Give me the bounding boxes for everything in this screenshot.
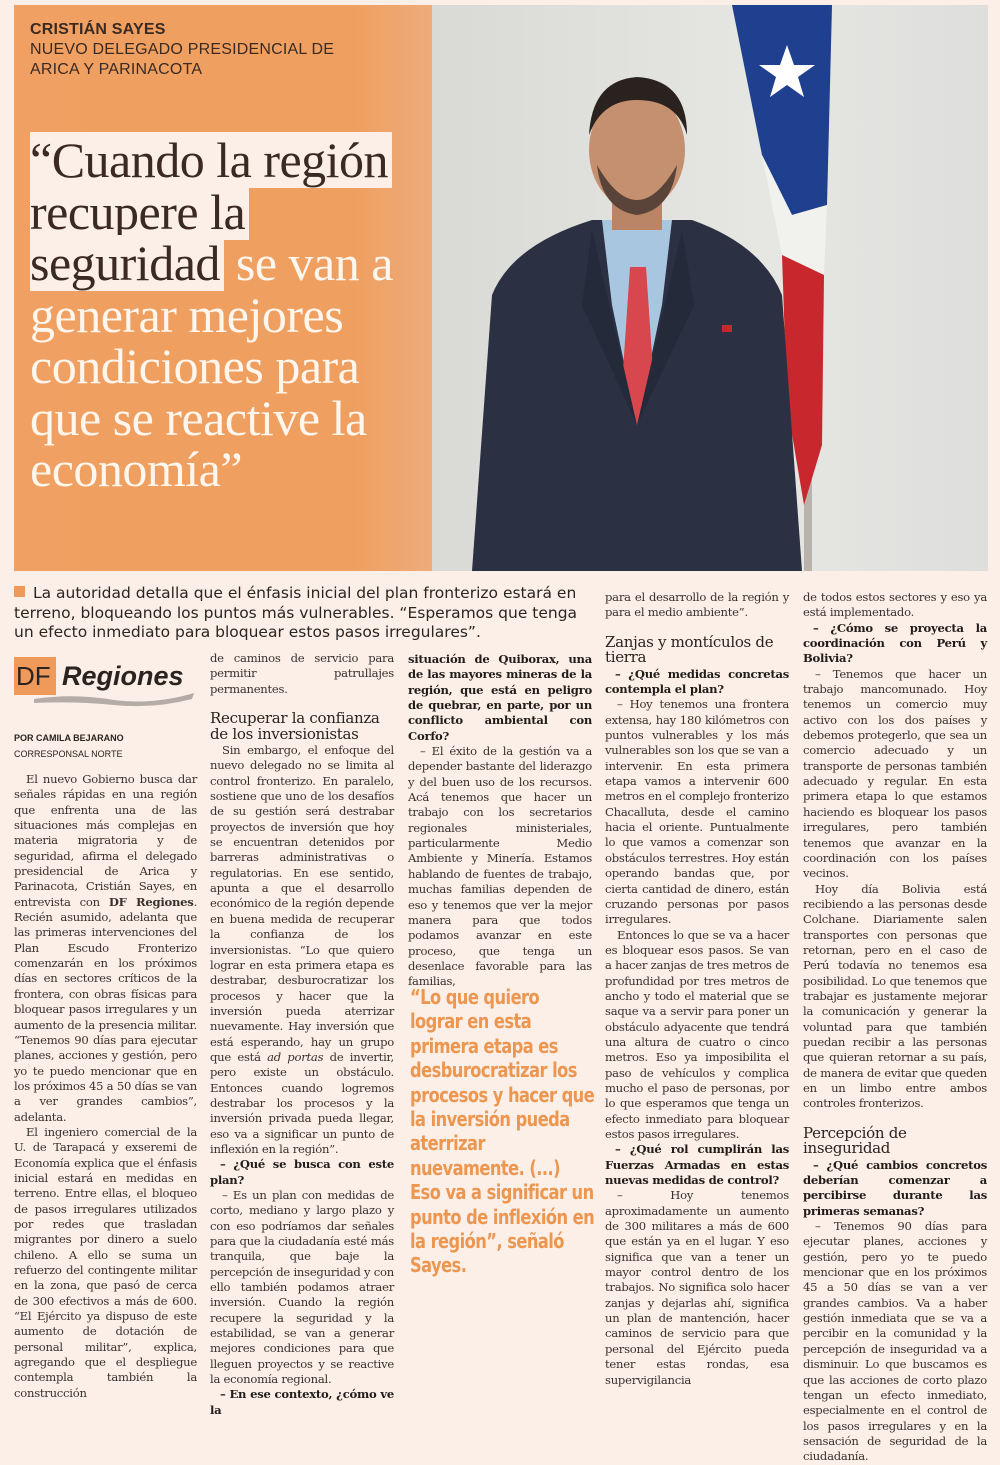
paragraph: – Es un plan con medidas de corto, media…	[210, 1188, 394, 1387]
chile-flag-icon	[732, 5, 832, 571]
interview-question: situación de Quiborax, una de las mayore…	[408, 652, 592, 744]
paragraph: – El éxito de la gestión va a depender b…	[408, 744, 592, 990]
article-column-5: de todos estos sectores y eso ya está im…	[803, 590, 987, 1465]
logo-regiones: Regiones	[62, 661, 184, 691]
interview-question: – ¿Cómo se proyecta la coordinación con …	[803, 621, 987, 667]
text-run: Hoy día Bolivia está recibiendo a las pe…	[803, 881, 987, 1111]
byline-title: CORRESPONSAL NORTE	[14, 749, 123, 759]
text-run: – Hoy tenemos aproximadamente un aumento…	[605, 1188, 789, 1387]
paragraph: El nuevo Gobierno busca dar señales rápi…	[14, 772, 197, 1125]
paragraph: Hoy día Bolivia está recibiendo a las pe…	[803, 882, 987, 1112]
text-run: para el desarrollo de la región y para e…	[605, 590, 789, 620]
pull-quote: “Lo que quiero lograr en esta primera et…	[410, 985, 595, 1278]
headline-rest: se van a generar mejores condiciones par…	[30, 235, 393, 497]
headline: “Cuando la región recupere la seguridad …	[30, 132, 430, 497]
subheading: Percepción de inseguridad	[803, 1123, 987, 1158]
bold-run: DF Regiones	[108, 894, 194, 909]
byline: POR CAMILA BEJARANO CORRESPONSAL NORTE	[14, 730, 124, 762]
interview-question: – ¿Qué se busca con este plan?	[210, 1157, 394, 1188]
interviewee-kicker: CRISTIÁN SAYES NUEVO DELEGADO PRESIDENCI…	[30, 20, 334, 80]
text-run: de todos estos sectores y eso ya está im…	[803, 590, 987, 620]
text-run: El nuevo Gobierno busca dar señales rápi…	[14, 772, 197, 909]
text-run: Entonces lo que se va a hacer es bloquea…	[605, 927, 789, 1141]
text-run: . Recién asumido, adelanta que las prime…	[14, 894, 197, 1124]
paragraph: El ingeniero comercial de la U. de Tarap…	[14, 1125, 197, 1401]
text-run: de invertir, pero existe un obstáculo. E…	[210, 1049, 394, 1156]
interview-question: – ¿Qué medidas concretas contempla el pl…	[605, 667, 789, 698]
interviewee-role-2: ARICA Y PARINACOTA	[30, 61, 203, 78]
text-run: – El éxito de la gestión va a depender b…	[408, 744, 592, 989]
text-run: Recuperar la confianza de los inversioni…	[210, 709, 380, 743]
paragraph: para el desarrollo de la región y para e…	[605, 590, 789, 621]
text-run: El ingeniero comercial de la U. de Tarap…	[14, 1124, 197, 1400]
interview-question: – ¿Qué rol cumplirán las Fuerzas Armadas…	[605, 1142, 789, 1188]
chile-map-icon	[34, 693, 194, 707]
paragraph: Entonces lo que se va a hacer es bloquea…	[605, 928, 789, 1143]
byline-author: POR CAMILA BEJARANO	[14, 733, 124, 743]
logo-df: DF	[14, 657, 56, 695]
paragraph: – Hoy tenemos aproximadamente un aumento…	[605, 1188, 789, 1387]
text-run: Percepción de inseguridad	[803, 1123, 907, 1158]
article-column-2: de caminos de servicio para permitir pat…	[210, 651, 394, 1418]
subheading: Recuperar la confianza de los inversioni…	[210, 709, 394, 743]
text-run: – ¿Qué medidas concretas contempla el pl…	[605, 666, 789, 697]
text-run: – Tenemos que hacer un trabajo mancomuna…	[803, 666, 987, 881]
text-run: Sin embargo, el enfoque del nuevo delega…	[210, 743, 394, 1064]
paragraph: – Tenemos que hacer un trabajo mancomuna…	[803, 667, 987, 882]
paragraph: de todos estos sectores y eso ya está im…	[803, 590, 987, 621]
interview-question: – En ese contexto, ¿cómo ve la	[210, 1387, 394, 1418]
man-figure	[472, 77, 802, 571]
text-run: – ¿Qué rol cumplirán las Fuerzas Armadas…	[605, 1142, 789, 1188]
interview-question: – ¿Qué cambios concretos deberían comenz…	[803, 1158, 987, 1219]
bullet-square-icon	[14, 586, 25, 597]
text-run: – Tenemos 90 días para ejecutar planes, …	[803, 1219, 987, 1464]
article-column-1: El nuevo Gobierno busca dar señales rápi…	[14, 772, 197, 1401]
portrait-illustration	[472, 5, 832, 571]
text-run: – ¿Qué se busca con este plan?	[210, 1157, 394, 1187]
interviewee-role: NUEVO DELEGADO PRESIDENCIAL DE	[30, 41, 335, 58]
paragraph: Sin embargo, el enfoque del nuevo delega…	[210, 743, 394, 1157]
article-column-4: para el desarrollo de la región y para e…	[605, 590, 789, 1388]
subheading: Zanjas y montículos de tierra	[605, 632, 789, 667]
text-run: situación de Quiborax, una de las mayore…	[408, 652, 592, 743]
section-logo: DF Regiones	[14, 655, 194, 707]
text-run: – ¿Cómo se proyecta la coordinación con …	[803, 620, 987, 666]
text-run: – ¿Qué cambios concretos deberían comenz…	[803, 1157, 987, 1218]
paragraph: – Hoy tenemos una frontera extensa, hay …	[605, 697, 789, 927]
text-run: de caminos de servicio para permitir pat…	[210, 651, 394, 696]
article-column-3: situación de Quiborax, una de las mayore…	[408, 652, 592, 990]
text-run: – Hoy tenemos una frontera extensa, hay …	[605, 697, 789, 927]
italic-run: ad portas	[267, 1049, 324, 1064]
summary-text: La autoridad detalla que el énfasis inic…	[14, 584, 578, 641]
paragraph: – Tenemos 90 días para ejecutar planes, …	[803, 1219, 987, 1465]
text-run: – Es un plan con medidas de corto, media…	[210, 1188, 394, 1387]
text-run: Zanjas y montículos de tierra	[605, 632, 774, 667]
paragraph: de caminos de servicio para permitir pat…	[210, 651, 394, 697]
article-summary: La autoridad detalla que el énfasis inic…	[14, 584, 594, 643]
interviewee-name: CRISTIÁN SAYES	[30, 21, 166, 38]
text-run: – En ese contexto, ¿cómo ve la	[210, 1387, 394, 1417]
portrait-photo	[432, 5, 988, 571]
